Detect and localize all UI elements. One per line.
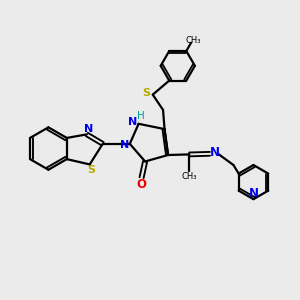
Text: CH₃: CH₃: [182, 172, 197, 181]
Text: N: N: [128, 117, 137, 127]
Text: S: S: [87, 165, 95, 175]
Text: H: H: [137, 111, 145, 122]
Text: O: O: [136, 178, 147, 191]
Text: N: N: [210, 146, 220, 159]
Text: N: N: [120, 140, 129, 150]
Text: N: N: [84, 124, 93, 134]
Text: N: N: [249, 187, 259, 200]
Text: CH₃: CH₃: [186, 36, 201, 45]
Text: S: S: [142, 88, 150, 98]
